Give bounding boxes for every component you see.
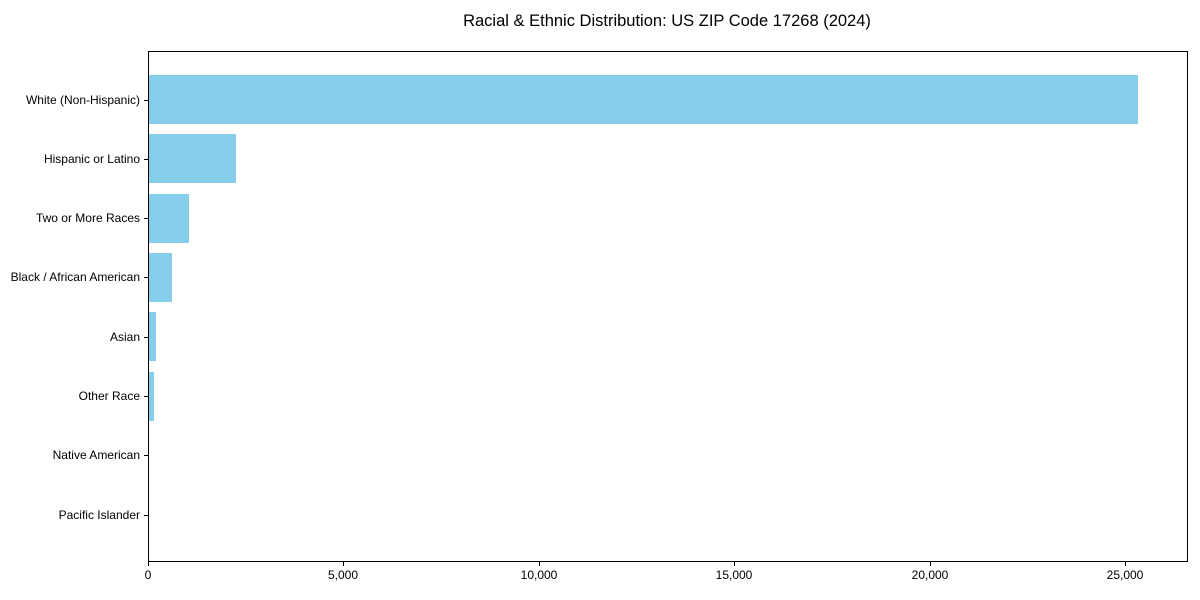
y-tick-mark (144, 455, 148, 456)
x-tick-label: 10,000 (520, 568, 558, 582)
bar-white-non-hispanic (149, 75, 1138, 124)
y-tick-mark (144, 100, 148, 101)
x-tick-label: 0 (144, 568, 152, 582)
x-tick-mark (539, 562, 540, 566)
y-tick-label: Pacific Islander (58, 508, 140, 522)
x-tick-mark (734, 562, 735, 566)
x-tick-label: 20,000 (911, 568, 949, 582)
y-tick-mark (144, 515, 148, 516)
x-tick-mark (1125, 562, 1126, 566)
y-tick-mark (144, 277, 148, 278)
y-tick-mark (144, 218, 148, 219)
y-tick-label: White (Non-Hispanic) (25, 93, 140, 107)
x-tick-mark (930, 562, 931, 566)
y-tick-label: Native American (52, 448, 140, 462)
bars-layer (149, 52, 1187, 561)
plot-area (148, 51, 1188, 562)
bar-hispanic-or-latino (149, 134, 236, 184)
y-tick-mark (144, 159, 148, 160)
y-tick-label: Black / African American (10, 270, 140, 284)
y-tick-label: Asian (109, 330, 140, 344)
y-tick-label: Hispanic or Latino (43, 152, 140, 166)
x-tick-label: 25,000 (1106, 568, 1144, 582)
bar-asian (149, 312, 156, 362)
bar-other-race (149, 371, 154, 421)
x-tick-mark (343, 562, 344, 566)
x-tick-mark (148, 562, 149, 566)
y-tick-label: Other Race (78, 389, 140, 403)
y-tick-label: Two or More Races (35, 211, 140, 225)
chart-title: Racial & Ethnic Distribution: US ZIP Cod… (463, 12, 871, 30)
y-tick-mark (144, 337, 148, 338)
bar-two-or-more-races (149, 193, 189, 243)
x-tick-label: 15,000 (715, 568, 753, 582)
y-tick-mark (144, 396, 148, 397)
bar-black-african-american (149, 252, 172, 302)
x-tick-label: 5,000 (327, 568, 359, 582)
